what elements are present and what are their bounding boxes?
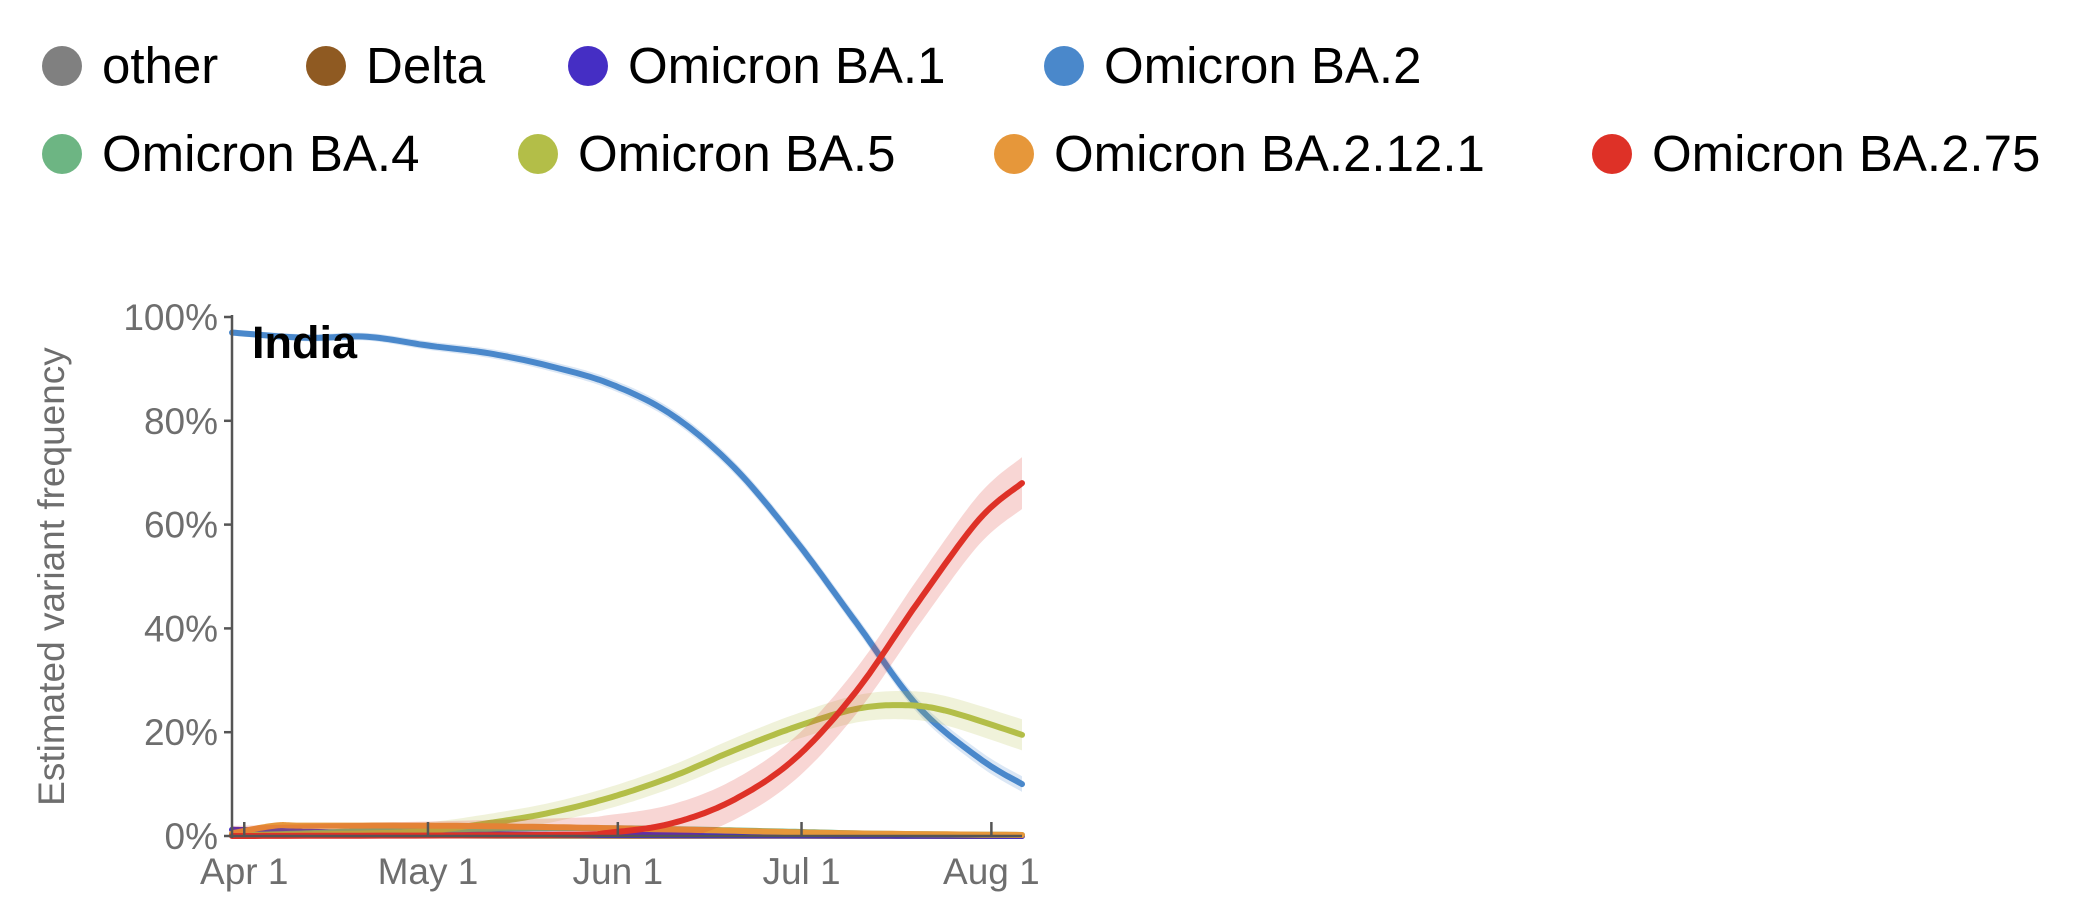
series-line <box>229 822 1025 838</box>
x-tick-label: Jul 1 <box>762 851 840 892</box>
legend-item[interactable]: Omicron BA.4 <box>42 124 419 184</box>
x-tick-label: Jun 1 <box>573 851 664 892</box>
legend-label: Delta <box>366 37 486 94</box>
y-tick-label: 20% <box>144 712 218 753</box>
y-axis-title: Estimated variant frequency <box>31 347 72 806</box>
legend-label: Omicron BA.2 <box>1104 37 1422 94</box>
legend-item[interactable]: Omicron BA.1 <box>568 36 945 96</box>
legend-item[interactable]: Delta <box>306 36 485 96</box>
x-tick-label: Aug 1 <box>943 851 1040 892</box>
legend-dot-icon <box>518 134 558 174</box>
x-tick-label: Apr 1 <box>200 851 288 892</box>
chart-title: India <box>252 317 358 368</box>
y-tick-label: 60% <box>144 505 218 546</box>
legend-dot-icon <box>1592 134 1632 174</box>
legend-dot-icon <box>42 46 82 86</box>
legend-item[interactable]: Omicron BA.2.75 <box>1592 124 2040 184</box>
legend-item[interactable]: other <box>42 36 218 96</box>
legend-label: Omicron BA.5 <box>578 125 896 182</box>
legend-item[interactable]: Omicron BA.2 <box>1044 36 1421 96</box>
legend-dot-icon <box>994 134 1034 174</box>
y-tick-label: 0% <box>165 816 218 857</box>
legend-dot-icon <box>1044 46 1084 86</box>
series-line <box>229 480 1025 839</box>
y-tick-label: 80% <box>144 401 218 442</box>
legend-label: Omicron BA.2.12.1 <box>1054 125 1485 182</box>
y-tick-label: 40% <box>144 608 218 649</box>
legend-label: other <box>102 37 219 94</box>
series-band <box>232 457 1022 836</box>
legend-label: Omicron BA.4 <box>102 125 420 182</box>
y-tick-label: 100% <box>123 297 218 338</box>
legend-dot-icon <box>568 46 608 86</box>
legend-label: Omicron BA.2.75 <box>1652 125 2041 182</box>
series-line <box>229 329 1025 788</box>
series-band <box>232 329 1022 792</box>
legend-dot-icon <box>42 134 82 174</box>
legend-dot-icon <box>306 46 346 86</box>
legend-label: Omicron BA.1 <box>628 37 946 94</box>
legend-item[interactable]: Omicron BA.2.12.1 <box>994 124 1485 184</box>
x-tick-label: May 1 <box>378 851 479 892</box>
legend-item[interactable]: Omicron BA.5 <box>518 124 895 184</box>
